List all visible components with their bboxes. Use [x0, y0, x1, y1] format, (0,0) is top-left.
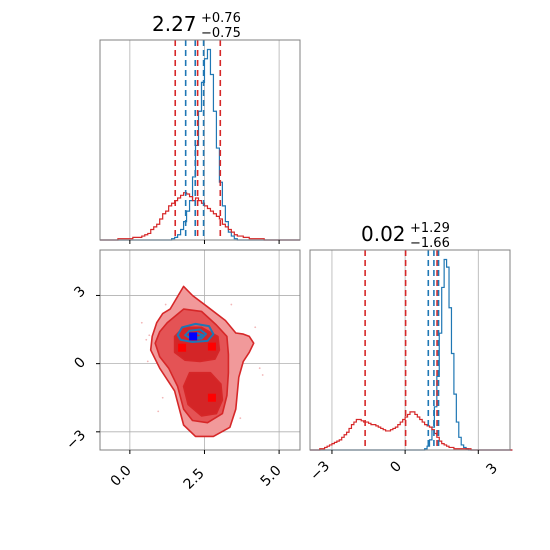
red-density-level	[182, 371, 224, 417]
marginal-y-x-tick-label: −3	[307, 458, 333, 484]
marginal-y-x-tick-labels: −3 0 3	[307, 458, 501, 484]
joint-x-tick-label: 0.0	[108, 463, 135, 490]
mode-marker	[207, 393, 216, 402]
joint-y-tick-labels: 3 0 −3	[63, 283, 89, 453]
title-marginal-x-upper: +0.76	[201, 11, 241, 26]
title-marginal-y: 0.02 +1.29 −1.66	[361, 221, 450, 251]
scatter-speckle	[161, 396, 164, 399]
joint-y-tick-label: 0	[71, 354, 89, 372]
scatter-speckle	[146, 360, 149, 363]
joint-y-tick-label: 3	[71, 283, 89, 301]
marginal-y-panel	[309, 249, 513, 454]
axes-frame	[99, 39, 301, 241]
title-marginal-y-value: 0.02	[361, 222, 406, 246]
title-marginal-x-lower: −0.75	[201, 26, 241, 41]
scatter-speckle	[230, 303, 233, 306]
title-marginal-x-value: 2.27	[152, 12, 197, 36]
axes-frame	[309, 249, 511, 451]
title-marginal-y-upper: +1.29	[410, 221, 450, 236]
scatter-speckle	[145, 338, 148, 341]
scatter-speckle	[164, 303, 167, 306]
scatter-speckle	[239, 417, 242, 420]
scatter-speckle	[254, 326, 257, 329]
scatter-speckle	[148, 334, 151, 337]
mode-marker	[207, 342, 216, 351]
title-marginal-y-lower: −1.66	[410, 236, 450, 251]
joint-x-tick-labels: 0.0 2.5 5.0	[108, 463, 285, 493]
marginal-y-x-tick-label: 3	[483, 460, 501, 478]
joint-x-tick-label: 2.5	[181, 466, 208, 493]
title-marginal-x: 2.27 +0.76 −0.75	[152, 11, 241, 41]
marginal-y-x-tick-label: 0	[387, 458, 405, 476]
scatter-speckle	[261, 374, 264, 376]
axes-frame	[99, 249, 301, 451]
histogram-step-line	[310, 411, 513, 451]
marginal-x-panel	[99, 39, 301, 244]
scatter-speckle	[157, 410, 160, 413]
histogram-step-line	[310, 258, 513, 451]
joint-y-tick-label: −3	[63, 427, 89, 453]
histogram-step-line	[100, 192, 300, 241]
blue-density-contour	[176, 322, 215, 343]
mode-marker	[178, 343, 187, 352]
mode-marker	[189, 332, 198, 341]
joint-x-tick-label: 5.0	[258, 463, 285, 490]
scatter-speckle	[140, 321, 143, 324]
joint-density-panel	[96, 249, 301, 454]
scatter-speckle	[258, 367, 261, 370]
